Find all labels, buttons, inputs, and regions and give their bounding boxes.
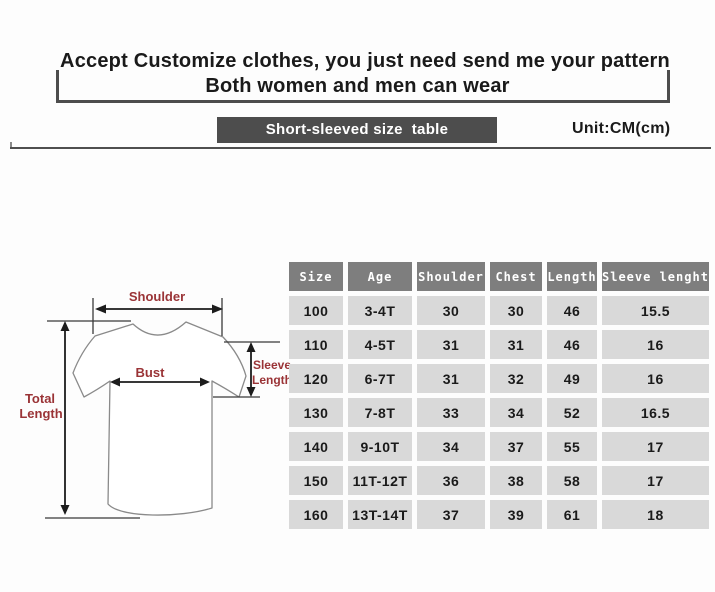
sleeve-length-arrowhead-bottom-icon xyxy=(246,387,256,397)
cell-sleeve-length: 16.5 xyxy=(602,398,709,427)
divider-tick xyxy=(10,142,12,148)
cell-length: 46 xyxy=(547,330,597,359)
cell-shoulder: 31 xyxy=(417,330,485,359)
tshirt-outline-icon xyxy=(72,321,247,516)
total-length-label-line1: Total xyxy=(25,391,55,406)
size-table-title-badge: Short-sleeved size table xyxy=(217,117,497,143)
cell-shoulder: 36 xyxy=(417,466,485,495)
cell-shoulder: 31 xyxy=(417,364,485,393)
cell-chest: 32 xyxy=(490,364,542,393)
table-row-160: 160 13T-14T 37 39 61 18 xyxy=(289,500,709,529)
cell-shoulder: 33 xyxy=(417,398,485,427)
header-note-box xyxy=(56,70,670,103)
cell-chest: 31 xyxy=(490,330,542,359)
cell-chest: 34 xyxy=(490,398,542,427)
table-row-140: 140 9-10T 34 37 55 17 xyxy=(289,432,709,461)
cell-shoulder: 34 xyxy=(417,432,485,461)
table-row-120: 120 6-7T 31 32 49 16 xyxy=(289,364,709,393)
size-table-header-row: Size Age Shoulder Chest Length Sleeve le… xyxy=(289,262,709,291)
cell-sleeve-length: 17 xyxy=(602,432,709,461)
cell-size: 100 xyxy=(289,296,343,325)
size-table: Size Age Shoulder Chest Length Sleeve le… xyxy=(284,257,714,534)
cell-size: 120 xyxy=(289,364,343,393)
shoulder-arrowhead-left-icon xyxy=(95,304,106,314)
divider-line xyxy=(10,147,711,149)
column-header-shoulder: Shoulder xyxy=(417,262,485,291)
cell-chest: 39 xyxy=(490,500,542,529)
column-header-chest: Chest xyxy=(490,262,542,291)
header-note-line2: Both women and men can wear xyxy=(205,75,510,97)
table-row-110: 110 4-5T 31 31 46 16 xyxy=(289,330,709,359)
total-length-label-line2: Length xyxy=(19,406,62,421)
column-header-sleeve-length: Sleeve lenght xyxy=(602,262,709,291)
bust-label: Bust xyxy=(136,365,166,380)
cell-length: 52 xyxy=(547,398,597,427)
cell-shoulder: 37 xyxy=(417,500,485,529)
table-row-130: 130 7-8T 33 34 52 16.5 xyxy=(289,398,709,427)
sleeve-length-arrowhead-top-icon xyxy=(246,342,256,352)
cell-age: 7-8T xyxy=(348,398,412,427)
cell-size: 150 xyxy=(289,466,343,495)
cell-size: 160 xyxy=(289,500,343,529)
total-length-arrowhead-top-icon xyxy=(60,321,70,331)
cell-size: 130 xyxy=(289,398,343,427)
shoulder-label: Shoulder xyxy=(129,289,185,304)
cell-shoulder: 30 xyxy=(417,296,485,325)
cell-length: 46 xyxy=(547,296,597,325)
cell-chest: 30 xyxy=(490,296,542,325)
cell-sleeve-length: 18 xyxy=(602,500,709,529)
header-note-line1: Accept Customize clothes, you just need … xyxy=(60,50,670,72)
sleeve-length-label-line1: Sleeve xyxy=(253,358,291,372)
cell-length: 61 xyxy=(547,500,597,529)
total-length-arrowhead-bottom-icon xyxy=(60,505,70,515)
cell-age: 9-10T xyxy=(348,432,412,461)
cell-age: 3-4T xyxy=(348,296,412,325)
bust-arrowhead-left-icon xyxy=(110,377,120,387)
table-row-150: 150 11T-12T 36 38 58 17 xyxy=(289,466,709,495)
sleeve-length-label-line2: Length xyxy=(252,373,292,387)
cell-chest: 37 xyxy=(490,432,542,461)
cell-age: 11T-12T xyxy=(348,466,412,495)
table-row-100: 100 3-4T 30 30 46 15.5 xyxy=(289,296,709,325)
cell-sleeve-length: 15.5 xyxy=(602,296,709,325)
cell-length: 58 xyxy=(547,466,597,495)
unit-label: Unit:CM(cm) xyxy=(572,120,671,137)
column-header-size: Size xyxy=(289,262,343,291)
cell-length: 49 xyxy=(547,364,597,393)
cell-size: 110 xyxy=(289,330,343,359)
cell-sleeve-length: 17 xyxy=(602,466,709,495)
bust-arrowhead-right-icon xyxy=(200,377,210,387)
cell-length: 55 xyxy=(547,432,597,461)
cell-age: 6-7T xyxy=(348,364,412,393)
cell-sleeve-length: 16 xyxy=(602,330,709,359)
shoulder-arrowhead-right-icon xyxy=(212,304,223,314)
cell-age: 13T-14T xyxy=(348,500,412,529)
column-header-length: Length xyxy=(547,262,597,291)
cell-size: 140 xyxy=(289,432,343,461)
tshirt-diagram: Shoulder Total Length Bust Sleeve Length xyxy=(19,289,292,519)
cell-chest: 38 xyxy=(490,466,542,495)
column-header-age: Age xyxy=(348,262,412,291)
cell-sleeve-length: 16 xyxy=(602,364,709,393)
cell-age: 4-5T xyxy=(348,330,412,359)
